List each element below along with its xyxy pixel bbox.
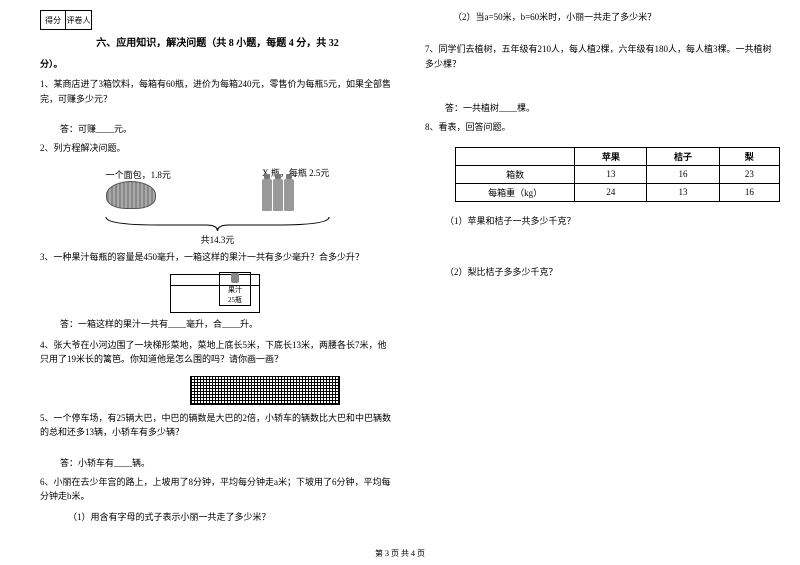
td: 23 <box>719 165 779 183</box>
q4-text: 4、张大爷在小河边围了一块梯形菜地，菜地上底长5米，下底长13米，两腰各长7米，… <box>40 338 395 367</box>
q1-text: 1、某商店进了3箱饮料，每箱有60瓶，进价为每箱240元，零售价为每瓶5元，如果… <box>40 77 395 106</box>
td: 24 <box>575 183 647 201</box>
td: 16 <box>719 183 779 201</box>
table-row: 苹果 桔子 梨 <box>456 147 780 165</box>
juice-bottle-icon <box>231 273 239 283</box>
juice-text-top: 果汁 <box>228 285 242 295</box>
td: 13 <box>647 183 719 201</box>
grid-draw-area <box>190 376 340 405</box>
bread-label: 一个面包，1.8元 <box>106 168 171 181</box>
q3-text: 3、一种果汁每瓶的容量是450毫升，一箱这样的果汁一共有多少毫升？合多少升？ <box>40 250 395 264</box>
th-blank <box>456 147 575 165</box>
score-cell-grader: 评卷人 <box>66 10 92 30</box>
bread-icon <box>106 181 156 209</box>
score-box: 得分 评卷人 <box>40 10 395 30</box>
q7-text: 7、同学们去植树，五年级有210人，每人植2棵，六年级有180人，每人植3棵。一… <box>425 42 780 71</box>
th-apple: 苹果 <box>575 147 647 165</box>
q6-sub2: （2）当a=50米，b=60米时，小丽一共走了多少米？ <box>453 10 780 24</box>
q3-answer: 答：一箱这样的果汁一共有____毫升，合____升。 <box>60 317 395 331</box>
td-weight-label: 每箱重（kg） <box>456 183 575 201</box>
q6-sub1: （1）用含有字母的式子表示小丽一共走了多少米？ <box>68 510 395 524</box>
th-pear: 梨 <box>719 147 779 165</box>
td: 16 <box>647 165 719 183</box>
page-footer: 第 3 页 共 4 页 <box>0 548 800 559</box>
q8-text: 8、看表，回答问题。 <box>425 120 780 134</box>
table-row: 每箱重（kg） 24 13 16 <box>456 183 780 201</box>
juice-label: 果汁 25瓶 <box>219 272 251 306</box>
section-title-tail: 分）。 <box>40 57 395 71</box>
td: 13 <box>575 165 647 183</box>
brace-icon <box>100 215 335 233</box>
juice-text-bottom: 25瓶 <box>228 295 242 305</box>
th-orange: 桔子 <box>647 147 719 165</box>
q7-answer: 答：一共植树____棵。 <box>445 101 780 114</box>
fruit-table: 苹果 桔子 梨 箱数 13 16 23 每箱重（kg） 24 13 16 <box>455 147 780 202</box>
q5-answer: 答：小轿车有____辆。 <box>60 456 395 469</box>
table-row: 箱数 13 16 23 <box>456 165 780 183</box>
juice-box-icon: 果汁 25瓶 <box>170 274 260 313</box>
q8-sub1: （1）苹果和桔子一共多少千克？ <box>445 214 780 227</box>
q8-sub2: （2）梨比桔子多多少千克？ <box>445 265 780 278</box>
section-title: 六、应用知识，解决问题（共 8 小题，每题 4 分，共 32 <box>40 34 395 49</box>
q2-text: 2、列方程解决问题。 <box>40 141 395 155</box>
q1-answer: 答：可赚____元。 <box>60 122 395 135</box>
q2-total: 共14.3元 <box>40 233 395 246</box>
q5-text: 5、一个停车场，有25辆大巴，中巴的辆数是大巴的2倍，小轿车的辆数比大巴和中巴辆… <box>40 411 395 440</box>
td-boxcount-label: 箱数 <box>456 165 575 183</box>
bottles-icon <box>262 179 329 211</box>
bottle-label: X 瓶，每瓶 2.5元 <box>262 166 329 179</box>
q2-figure: 一个面包，1.8元 X 瓶，每瓶 2.5元 <box>60 166 375 211</box>
score-cell-score: 得分 <box>40 10 66 30</box>
q6-text: 6、小丽在去少年宫的路上，上坡用了8分钟，平均每分钟走a米；下坡用了6分钟，平均… <box>40 475 395 504</box>
